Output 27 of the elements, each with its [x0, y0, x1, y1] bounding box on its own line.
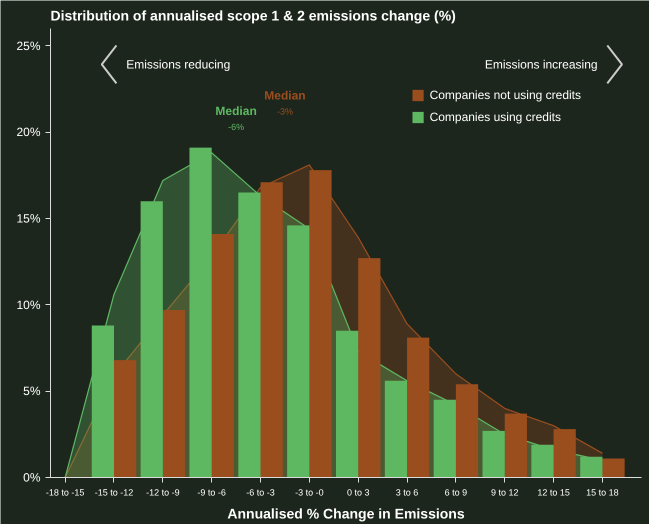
x-tick-label: 3 to 6 [396, 488, 418, 498]
x-tick-label: -9 to -6 [197, 488, 226, 498]
x-tick-label: 9 to 12 [490, 488, 519, 498]
y-tick-label: 0% [23, 470, 41, 484]
y-tick-label: 20% [16, 125, 41, 140]
legend-label: Companies not using credits [430, 88, 581, 102]
annotation: Median -6% [215, 104, 257, 132]
x-tick-label: 12 to 15 [537, 488, 570, 498]
chart-title: Distribution of annualised scope 1 & 2 emissions change (%) [50, 8, 456, 24]
bar [602, 458, 625, 478]
y-tick-label: 25% [16, 38, 41, 53]
x-tick-label: -15 to -12 [94, 488, 134, 498]
y-tick-label: 10% [16, 298, 41, 312]
x-axis-title: Annualised % Change in Emissions [227, 506, 465, 522]
x-tick-label: 0 to 3 [346, 488, 370, 498]
y-tick-label: 15% [16, 211, 41, 226]
x-tick-label: -3 to -0 [295, 488, 324, 498]
x-tick-label: -12 to -9 [146, 488, 180, 498]
annotation: Emissions reducing [126, 57, 230, 72]
x-tick-label: -18 to -15 [46, 488, 84, 498]
x-tick-label: -6 to -3 [246, 488, 275, 498]
annotation: Emissions increasing [484, 57, 598, 72]
legend-label: Companies using credits [430, 110, 561, 124]
x-tick-label: 6 to 9 [444, 488, 468, 498]
annotation: Median -3% [264, 88, 306, 116]
y-tick-label: 5% [23, 384, 41, 398]
x-tick-label: 15 to 18 [586, 488, 619, 498]
